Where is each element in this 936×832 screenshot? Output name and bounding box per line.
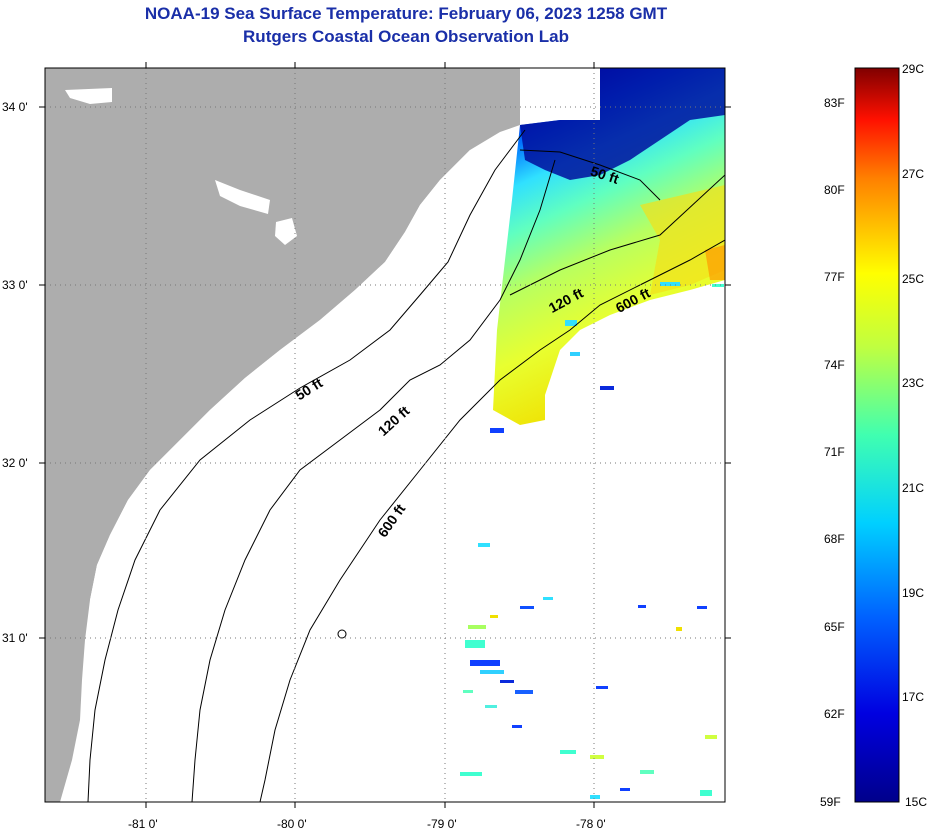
lon-label: -78 0' [576, 817, 606, 831]
colorbar-f-label: 62F [824, 707, 845, 721]
sst-warm-patch [705, 245, 725, 280]
sst-speckles [460, 282, 724, 799]
colorbar-c-label: 25C [902, 272, 924, 286]
colorbar-f-label: 59F [820, 795, 841, 809]
contour-50ft [87, 129, 526, 802]
lake [275, 218, 297, 245]
graticule [45, 68, 725, 802]
lat-label: 34 0' [2, 100, 28, 114]
land-mass [45, 68, 520, 802]
map-title: NOAA-19 Sea Surface Temperature: Februar… [144, 4, 668, 23]
colorbar-f-label: 68F [824, 532, 845, 546]
colorbar-f-label: 65F [824, 620, 845, 634]
colorbar-c-label: 17C [902, 690, 924, 704]
plot-frame [44, 67, 726, 803]
colorbar-f-label: 71F [824, 445, 845, 459]
contour-120ft-offshore [509, 174, 725, 296]
lon-label: -79 0' [427, 817, 457, 831]
axis-ticks [39, 62, 731, 808]
sst-warm-band [640, 185, 725, 295]
lat-label: 32 0' [2, 456, 28, 470]
lon-label: -81 0' [128, 817, 158, 831]
colorbar [854, 67, 900, 803]
colorbar-f-label: 74F [824, 358, 845, 372]
sst-cold-core [520, 68, 725, 180]
colorbar-f-label: 83F [824, 96, 845, 110]
colorbar-f-label: 77F [824, 270, 845, 284]
contour-600ft [259, 239, 725, 802]
colorbar-f-labels: 83F 80F 77F 74F 71F 68F 65F 62F 59F [820, 96, 845, 809]
contour-seamount [337, 629, 347, 639]
lake [215, 180, 270, 214]
lat-label: 33 0' [2, 278, 28, 292]
lat-label: 31 0' [2, 631, 28, 645]
colorbar-c-label: 15C [905, 795, 927, 809]
colorbar-c-label: 23C [902, 376, 924, 390]
depth-contours [87, 129, 725, 802]
colorbar-c-label: 21C [902, 481, 924, 495]
colorbar-f-label: 80F [824, 183, 845, 197]
coastal-fringe [90, 150, 476, 600]
colorbar-c-label: 19C [902, 586, 924, 600]
lake [65, 88, 112, 104]
lon-label: -80 0' [277, 817, 307, 831]
colorbar-c-labels: 29C 27C 25C 23C 21C 19C 17C 15C [902, 62, 927, 809]
colorbar-c-label: 29C [902, 62, 924, 76]
colorbar-c-label: 27C [902, 167, 924, 181]
contour-120ft [191, 159, 556, 802]
map-subtitle: Rutgers Coastal Ocean Observation Lab [243, 27, 569, 46]
contour-50ft-offshore [519, 149, 661, 201]
